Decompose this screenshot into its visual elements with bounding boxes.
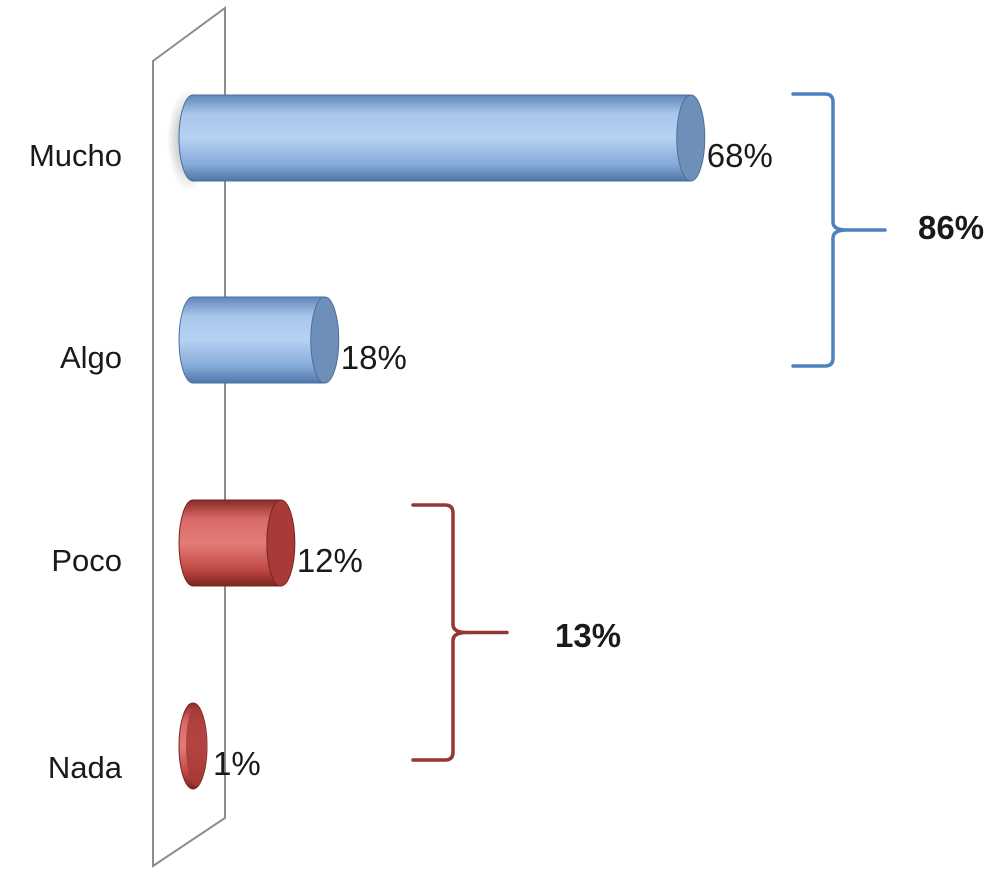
value-label-algo: 18% (341, 339, 407, 376)
bar-algo (178, 296, 340, 384)
bar-cap (676, 94, 706, 182)
category-label-poco: Poco (51, 543, 122, 578)
bar-cap-face (186, 706, 206, 786)
value-label-poco: 12% (297, 542, 363, 579)
bar-nada (178, 702, 208, 790)
group-total-label-positive: 86% (918, 209, 984, 246)
bar-body (178, 94, 692, 182)
group-total-label-negative: 13% (555, 617, 621, 654)
value-label-nada: 1% (213, 745, 261, 782)
bar-poco (178, 499, 296, 587)
bar-body (178, 296, 326, 384)
bar-cap (310, 296, 340, 384)
bars-layer (167, 89, 706, 790)
value-label-mucho: 68% (707, 137, 773, 174)
labels-layer: Mucho 68% Algo 18% Poco 12% Nada 1% (29, 137, 773, 785)
bar-mucho (167, 89, 706, 191)
bar-body (178, 499, 282, 587)
category-label-algo: Algo (60, 340, 122, 375)
brackets-layer: 86% 13% (411, 92, 984, 762)
bar-cap (266, 499, 296, 587)
group-bracket-negative (411, 503, 509, 762)
axis-wall (152, 6, 226, 868)
category-label-nada: Nada (48, 750, 123, 785)
group-bracket-positive (791, 92, 887, 368)
category-label-mucho: Mucho (29, 138, 122, 173)
